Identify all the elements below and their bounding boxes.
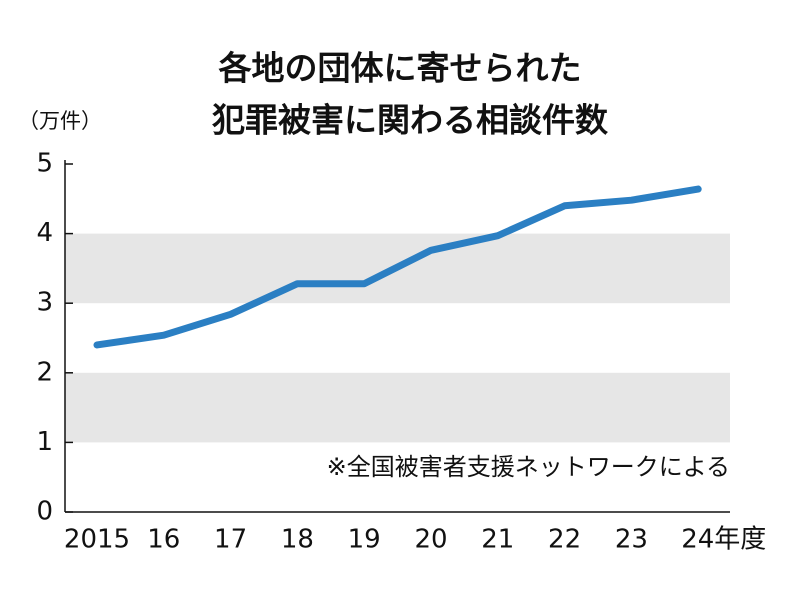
y-tick-label: 0 [36, 497, 53, 527]
y-tick-label: 3 [36, 288, 53, 318]
x-tick-label: 17 [214, 525, 247, 555]
y-tick-label: 5 [36, 149, 53, 179]
x-tick-label: 24年度 [681, 525, 766, 555]
y-axis-label: （万件） [18, 109, 102, 133]
y-tick-label: 2 [36, 357, 53, 387]
x-tick-label: 19 [348, 525, 381, 555]
x-tick-label: 16 [147, 525, 180, 555]
x-tick-label: 22 [548, 525, 581, 555]
chart-title: 犯罪被害に関わる相談件数 [212, 101, 609, 140]
x-tick-label: 18 [281, 525, 314, 555]
y-tick-label: 1 [36, 427, 53, 457]
band [65, 372, 730, 443]
x-tick-label: 23 [615, 525, 648, 555]
line [93, 185, 702, 349]
x-tick-label: 20 [414, 525, 447, 555]
x-tick-label: 2015 [64, 525, 130, 555]
chart-title: 各地の団体に寄せられた [218, 49, 582, 88]
y-tick-label: 4 [36, 218, 53, 248]
annotation: ※全国被害者支援ネットワークによる [327, 453, 730, 481]
x-tick-label: 21 [481, 525, 514, 555]
